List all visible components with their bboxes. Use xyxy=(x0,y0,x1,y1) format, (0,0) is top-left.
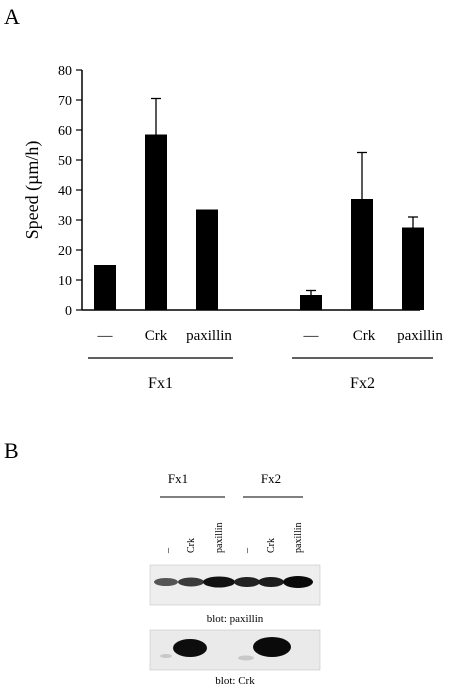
y-tick-label: 80 xyxy=(58,64,72,79)
bar xyxy=(300,295,322,310)
category-labels: — Crk paxillin Fx1 — Crk paxillin Fx2 xyxy=(88,328,443,392)
group-label: Fx2 xyxy=(350,375,375,392)
lane-label: paxillin xyxy=(293,522,304,553)
paxillin-band xyxy=(283,576,313,588)
y-ticks: 0 10 20 30 40 50 60 70 80 xyxy=(58,64,82,319)
crk-band xyxy=(173,639,207,657)
paxillin-band xyxy=(154,578,178,586)
crk-bands xyxy=(160,637,291,661)
blot-group-label-fx1: Fx1 xyxy=(168,471,188,486)
crk-band xyxy=(238,655,254,661)
bar xyxy=(402,227,424,310)
paxillin-band xyxy=(234,577,260,587)
y-tick-label: 20 xyxy=(58,244,72,259)
paxillin-band xyxy=(178,577,204,587)
lane-labels: – Crk paxillin – Crk paxillin xyxy=(163,522,304,554)
bar xyxy=(196,209,218,310)
category-label: — xyxy=(303,328,320,344)
paxillin-band xyxy=(258,577,284,587)
y-tick-label: 10 xyxy=(58,274,72,289)
bars xyxy=(94,97,424,310)
y-tick-label: 50 xyxy=(58,154,72,169)
bar xyxy=(351,199,373,310)
y-tick-label: 0 xyxy=(65,304,72,319)
bar xyxy=(94,265,116,310)
category-label: — xyxy=(97,328,114,344)
category-label: paxillin xyxy=(186,328,232,344)
bar xyxy=(145,134,167,310)
bar-chart: Speed (µm/h) 0 10 20 30 40 50 60 70 80 — Crk paxil… xyxy=(22,64,443,392)
panel-letter-a: A xyxy=(4,4,20,29)
y-tick-label: 40 xyxy=(58,184,72,199)
category-label: paxillin xyxy=(397,328,443,344)
y-tick-label: 70 xyxy=(58,94,72,109)
lane-label: – xyxy=(242,547,253,554)
category-label: Crk xyxy=(353,328,376,344)
paxillin-band xyxy=(203,576,235,588)
paxillin-bands xyxy=(154,576,313,588)
western-blot: Fx1 Fx2 – Crk paxillin – Crk paxillin blot: p… xyxy=(149,471,321,687)
panel-letter-b: B xyxy=(4,438,19,463)
y-axis-label: Speed (µm/h) xyxy=(22,141,43,240)
y-tick-label: 30 xyxy=(58,214,72,229)
blot-caption-crk: blot: Crk xyxy=(215,675,255,687)
lane-label: paxillin xyxy=(214,522,225,553)
lane-label: – xyxy=(163,547,174,554)
group-label: Fx1 xyxy=(148,375,173,392)
blot-caption-paxillin: blot: paxillin xyxy=(207,613,264,625)
crk-band xyxy=(160,654,172,658)
lane-label: Crk xyxy=(186,538,197,553)
y-tick-label: 60 xyxy=(58,124,72,139)
lane-label: Crk xyxy=(266,538,277,553)
blot-group-label-fx2: Fx2 xyxy=(261,471,281,486)
category-label: Crk xyxy=(145,328,168,344)
crk-band xyxy=(253,637,291,657)
